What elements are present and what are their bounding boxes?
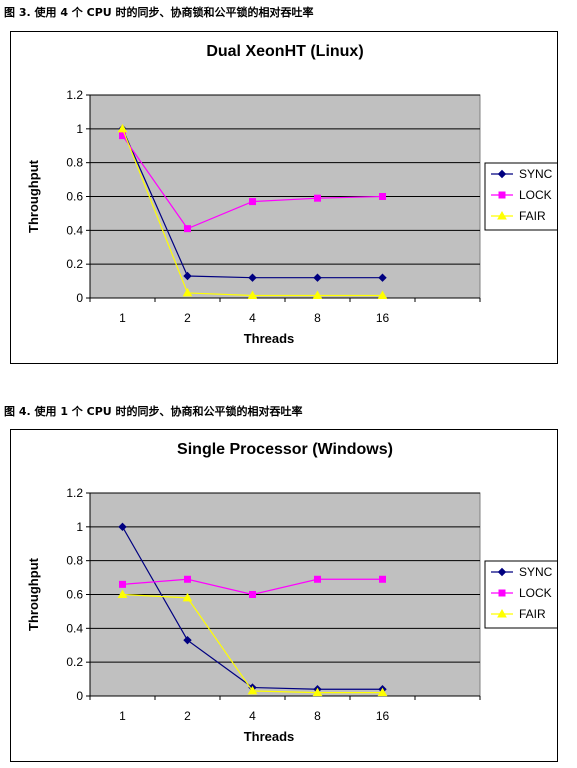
- y-tick-label: 1: [76, 122, 83, 136]
- legend-label: SYNC: [519, 565, 553, 579]
- x-tick-label: 1: [119, 311, 126, 325]
- legend-marker: [497, 567, 507, 577]
- data-point-lock: [184, 575, 191, 583]
- y-tick-label: 1.2: [66, 486, 83, 500]
- data-point-fair: [247, 290, 258, 299]
- legend-marker: [498, 589, 506, 597]
- x-tick-label: 2: [184, 709, 191, 723]
- y-axis-label: Throughput: [26, 557, 41, 631]
- y-tick-label: 0: [76, 689, 83, 703]
- y-tick-label: 0.8: [66, 156, 83, 170]
- data-point-lock: [379, 193, 386, 200]
- x-tick-label: 8: [314, 709, 321, 723]
- data-point-sync: [183, 271, 192, 281]
- legend-marker: [497, 608, 507, 618]
- legend: SYNC LOCK FAIR: [484, 560, 557, 629]
- legend-label: FAIR: [519, 209, 546, 223]
- data-point-lock: [119, 580, 126, 588]
- data-point-lock: [184, 225, 191, 233]
- data-point-lock: [249, 591, 256, 598]
- x-tick-label: 1: [119, 709, 126, 723]
- legend-label: FAIR: [519, 607, 546, 621]
- x-tick-label: 16: [376, 709, 390, 723]
- y-tick-label: 0.6: [66, 190, 83, 204]
- y-tick-label: 0.8: [66, 554, 83, 568]
- data-point-fair: [117, 589, 128, 598]
- legend-marker: [498, 191, 506, 199]
- chart-1-frame: Dual XeonHT (Linux) 0 0.2 0.4 0.6 0.8 1 1.2 1 2 4 8…: [10, 31, 558, 364]
- data-point-fair: [247, 685, 258, 695]
- data-point-fair: [312, 687, 323, 697]
- chart-2-svg: Single Processor (Windows) 0 0.2 0.4 0.6 0.8 1…: [26, 441, 557, 744]
- data-point-fair: [377, 687, 388, 697]
- legend-marker: [497, 169, 507, 179]
- data-point-sync: [378, 273, 387, 282]
- x-tick-label: 16: [376, 311, 390, 325]
- x-axis-label: Threads: [244, 729, 295, 744]
- x-tick-label: 8: [314, 311, 321, 325]
- x-tick-label: 4: [249, 311, 256, 325]
- y-tick-label: 0: [76, 291, 83, 305]
- series-lock: [119, 132, 386, 233]
- series-fair: [117, 123, 388, 299]
- y-tick-label: 1.2: [66, 88, 83, 102]
- x-tick-label: 2: [184, 311, 191, 325]
- chart-1-svg: Dual XeonHT (Linux) 0 0.2 0.4 0.6 0.8 1 1.2 1 2 4 8…: [26, 43, 557, 346]
- y-tick-label: 0.2: [66, 655, 83, 669]
- chart-2-frame: Single Processor (Windows) 0 0.2 0.4 0.6 0.8 1…: [10, 429, 558, 762]
- data-point-fair: [312, 290, 323, 299]
- legend-label: LOCK: [519, 586, 552, 600]
- x-tick-label: 4: [249, 709, 256, 723]
- y-axis-label: Throughput: [26, 159, 41, 233]
- y-tick-label: 0.2: [66, 257, 83, 271]
- legend: SYNC LOCK FAIR: [484, 162, 557, 231]
- legend-label: SYNC: [519, 167, 553, 181]
- data-point-lock: [379, 575, 386, 583]
- data-point-lock: [314, 575, 321, 583]
- chart-title: Dual XeonHT (Linux): [206, 43, 363, 60]
- data-point-fair: [377, 290, 388, 299]
- chart-title: Single Processor (Windows): [177, 441, 393, 458]
- legend-label: LOCK: [519, 188, 552, 202]
- data-point-lock: [249, 198, 256, 206]
- y-tick-label: 0.4: [66, 621, 83, 635]
- data-point-sync: [118, 522, 127, 532]
- series-fair: [117, 589, 388, 697]
- legend-marker: [497, 210, 507, 220]
- y-tick-label: 0.6: [66, 588, 83, 602]
- data-point-fair: [117, 123, 128, 133]
- figure-3-caption: 图 3. 使用 4 个 CPU 时的同步、协商锁和公平锁的相对吞吐率: [4, 6, 314, 19]
- data-point-sync: [313, 273, 322, 282]
- data-point-sync: [248, 273, 257, 282]
- data-point-sync: [183, 635, 192, 645]
- figure-4-caption: 图 4. 使用 1 个 CPU 时的同步、协商和公平锁的相对吞吐率: [4, 405, 303, 418]
- y-tick-label: 1: [76, 520, 83, 534]
- data-point-fair: [182, 287, 193, 297]
- series-lock: [119, 575, 386, 598]
- x-axis-label: Threads: [244, 331, 295, 346]
- y-tick-label: 0.4: [66, 223, 83, 237]
- data-point-fair: [182, 592, 193, 602]
- data-point-lock: [314, 194, 321, 202]
